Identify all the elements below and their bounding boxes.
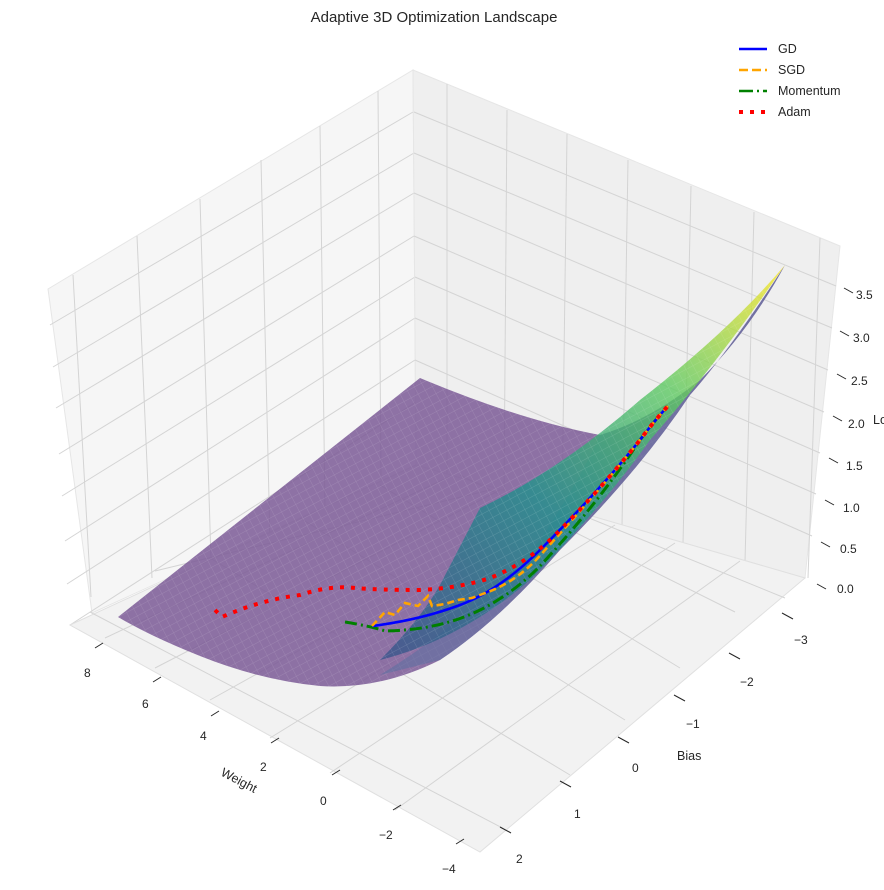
legend: GD SGD Momentum Adam (739, 42, 841, 119)
y-tick: 1 (574, 807, 581, 821)
y-tick: −3 (794, 633, 808, 647)
y-tick: 2 (516, 852, 523, 866)
x-axis-label: Weight (219, 765, 260, 796)
x-tick: −4 (442, 862, 456, 876)
legend-item-gd: GD (739, 42, 797, 56)
y-axis: 2 1 0 −1 −2 −3 Bias (499, 612, 808, 866)
z-tick: 2.5 (851, 374, 868, 388)
z-tick: 3.5 (856, 288, 873, 302)
series-adam-line (213, 404, 670, 620)
z-tick: 0.0 (837, 582, 854, 596)
z-axis: 0.0 0.5 1.0 1.5 2.0 2.5 3.0 3.5 Loss (816, 287, 884, 596)
loss-surface (118, 265, 785, 687)
x-tick: 6 (142, 697, 149, 711)
z-tick: 1.0 (843, 501, 860, 515)
y-axis-label: Bias (677, 749, 701, 763)
svg-text:SGD: SGD (778, 63, 805, 77)
z-tick: 3.0 (853, 331, 870, 345)
y-tick: 0 (632, 761, 639, 775)
legend-item-adam: Adam (739, 105, 811, 119)
x-tick: 2 (260, 760, 267, 774)
y-tick: −2 (740, 675, 754, 689)
z-axis-label: Loss (873, 413, 884, 427)
legend-item-sgd: SGD (739, 63, 805, 77)
svg-text:Momentum: Momentum (778, 84, 841, 98)
x-tick: −2 (379, 828, 393, 842)
y-tick: −1 (686, 717, 700, 731)
x-tick: 8 (84, 666, 91, 680)
svg-text:Adam: Adam (778, 105, 811, 119)
trajectories (213, 404, 670, 633)
z-tick: 1.5 (846, 459, 863, 473)
x-tick: 0 (320, 794, 327, 808)
chart-title: Adaptive 3D Optimization Landscape (311, 9, 558, 26)
z-tick: 0.5 (840, 542, 857, 556)
z-tick: 2.0 (848, 417, 865, 431)
legend-item-momentum: Momentum (739, 84, 841, 98)
x-tick: 4 (200, 729, 207, 743)
svg-text:GD: GD (778, 42, 797, 56)
